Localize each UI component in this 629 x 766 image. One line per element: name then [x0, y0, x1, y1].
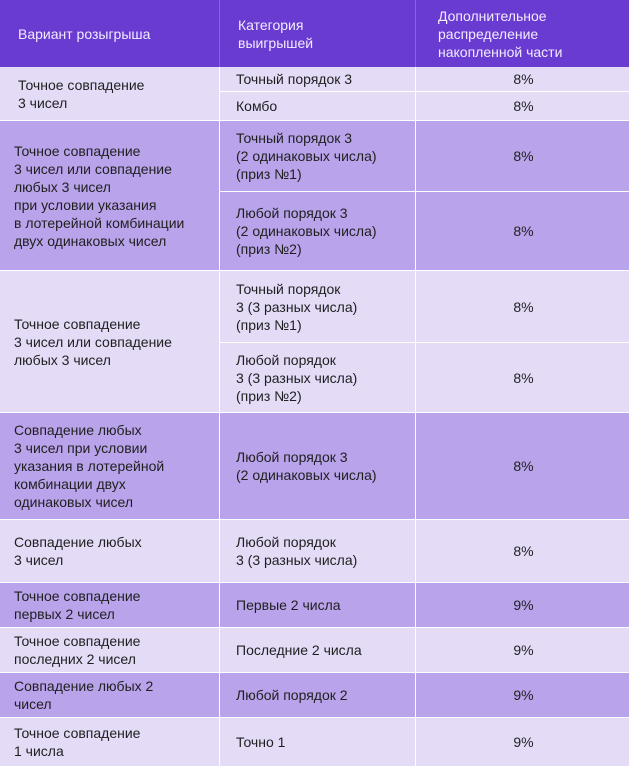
header-distribution: Дополнительное распределение накопленной… [416, 0, 629, 67]
category-cell: Любой порядок 3 (2 одинаковых числа) (пр… [220, 192, 416, 271]
distribution-cell: 9% [416, 718, 629, 766]
category-cell: Точно 1 [220, 718, 416, 766]
category-cell: Точный порядок 3 [220, 67, 416, 92]
distribution-cell: 8% [416, 343, 629, 413]
distribution-cell: 9% [416, 583, 629, 628]
distribution-cell: 9% [416, 628, 629, 673]
distribution-cell: 8% [416, 192, 629, 271]
variant-cell: Совпадение любых 3 чисел [0, 520, 220, 583]
variant-cell: Точное совпадение 3 чисел или совпадение… [0, 271, 220, 413]
variant-cell: Точное совпадение 3 чисел [0, 67, 220, 121]
category-cell: Любой порядок 2 [220, 673, 416, 718]
distribution-cell: 8% [416, 121, 629, 192]
distribution-cell: 8% [416, 520, 629, 583]
category-cell: Первые 2 числа [220, 583, 416, 628]
variant-cell: Точное совпадение последних 2 чисел [0, 628, 220, 673]
category-cell: Последние 2 числа [220, 628, 416, 673]
variant-cell: Точное совпадение 1 числа [0, 718, 220, 766]
header-variant: Вариант розыгрыша [0, 0, 220, 67]
header-category: Категория выигрышей [220, 0, 416, 67]
category-cell: Любой порядок 3 (3 разных числа) [220, 520, 416, 583]
category-cell: Точный порядок 3 (2 одинаковых числа) (п… [220, 121, 416, 192]
category-cell: Любой порядок 3 (2 одинаковых числа) [220, 413, 416, 520]
variant-cell: Точное совпадение 3 чисел или совпадение… [0, 121, 220, 271]
distribution-cell: 8% [416, 67, 629, 92]
distribution-cell: 8% [416, 413, 629, 520]
variant-cell: Точное совпадение первых 2 чисел [0, 583, 220, 628]
category-cell: Любой порядок 3 (3 разных числа) (приз №… [220, 343, 416, 413]
category-cell: Точный порядок 3 (3 разных числа) (приз … [220, 271, 416, 343]
distribution-cell: 8% [416, 92, 629, 121]
variant-cell: Совпадение любых 3 чисел при условии ука… [0, 413, 220, 520]
variant-cell: Совпадение любых 2 чисел [0, 673, 220, 718]
distribution-cell: 9% [416, 673, 629, 718]
distribution-cell: 8% [416, 271, 629, 343]
category-cell: Комбо [220, 92, 416, 121]
